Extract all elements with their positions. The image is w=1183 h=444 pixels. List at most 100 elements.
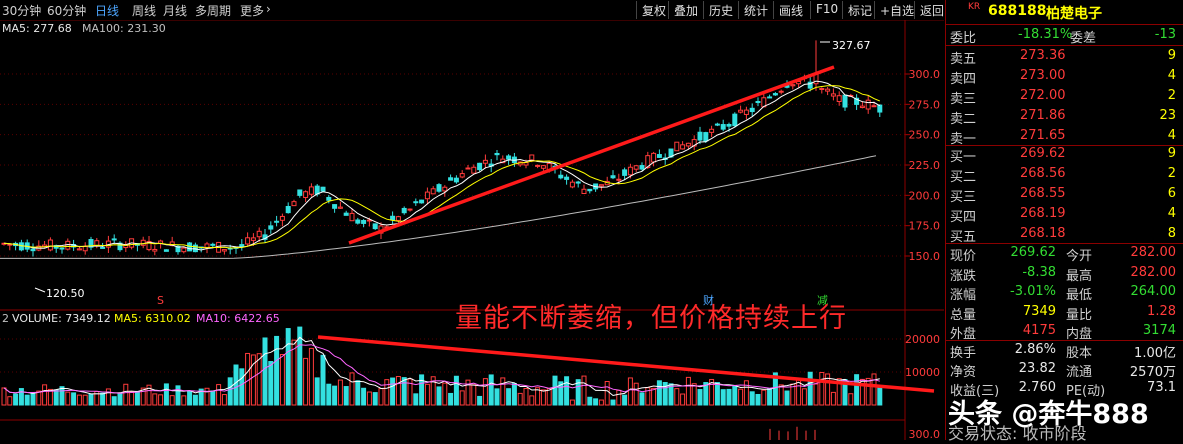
candle-body — [337, 206, 343, 209]
period-tab-5[interactable]: 多周期 — [195, 4, 232, 18]
candle-body — [720, 124, 726, 130]
volume-bar — [297, 326, 303, 406]
volume-bar — [204, 387, 210, 406]
sell-price: 273.00 — [1020, 68, 1066, 83]
volume-bar — [674, 388, 680, 406]
stat-value: 7349 — [1022, 303, 1056, 319]
candle-body — [836, 95, 842, 102]
candle-body — [627, 166, 633, 176]
toolbar-button-7[interactable]: +自选 — [874, 1, 918, 19]
period-tab-4[interactable]: 月线 — [163, 4, 188, 18]
weibi-label: 委比 — [950, 31, 977, 46]
candle-body — [419, 199, 425, 204]
period-toolbar: 30分钟 60分钟 日线 周线 月线 多周期 更多 › 复权 叠加 历史 统计 画线 F10 标记 +自选 返回 — [0, 0, 944, 21]
volume-bar — [140, 387, 146, 406]
chevron-right-icon[interactable]: › — [266, 2, 271, 16]
candle-body — [152, 248, 158, 252]
volume-bar — [134, 390, 140, 406]
volume-bar — [819, 371, 825, 406]
candle-body — [459, 173, 465, 178]
candle-body — [192, 244, 198, 253]
volume-bar — [761, 389, 767, 406]
candle-body — [30, 248, 36, 252]
stat-value: 4175 — [1022, 323, 1056, 338]
stock-header: KR 688188 柏楚电子 — [950, 2, 1182, 24]
period-tab-6[interactable]: 更多 — [240, 4, 265, 18]
toolbar-button-8[interactable]: 返回 — [914, 1, 948, 19]
candle-body — [639, 165, 645, 170]
buy-row-0: 买一 269.62 9 — [950, 145, 1182, 165]
volume-bar — [59, 386, 65, 406]
candle-body — [453, 177, 459, 183]
buy-row-1: 买二 268.56 2 — [950, 165, 1182, 185]
period-tab-3[interactable]: 周线 — [132, 4, 157, 18]
stat-label: 净资 — [950, 365, 977, 380]
volume-bar — [854, 374, 860, 406]
volume-bar — [691, 383, 697, 406]
volume-bar — [18, 388, 24, 406]
volume-bar — [848, 393, 854, 406]
volume-tick-label: 20000 — [905, 333, 940, 346]
candle-body — [175, 245, 181, 253]
sell-volume: 9 — [1167, 48, 1176, 63]
candle-body — [355, 219, 361, 224]
candle-body — [268, 225, 274, 230]
candle-body — [830, 93, 836, 97]
buy-volume: 4 — [1167, 206, 1176, 221]
candle-body — [297, 189, 303, 196]
period-tab-1[interactable]: 60分钟 — [47, 4, 87, 18]
stat-value: 2.86% — [1014, 342, 1056, 357]
candle-body — [361, 220, 367, 224]
stat-value: 282.00 — [1130, 245, 1177, 260]
volume-bar — [488, 374, 494, 406]
stat-label: 最低 — [1066, 288, 1093, 303]
candle-body — [372, 223, 378, 230]
volume-bar — [53, 389, 59, 406]
candle-body — [256, 230, 262, 238]
candle-body — [430, 188, 436, 195]
toolbar-button-6[interactable]: 标记 — [842, 1, 876, 19]
candle-body — [685, 142, 691, 147]
period-tab-0[interactable]: 30分钟 — [2, 4, 42, 18]
volume-bar — [250, 354, 256, 406]
buy-label: 买二 — [950, 170, 977, 185]
candle-body — [332, 204, 338, 209]
volume-bar — [424, 383, 430, 406]
candle-body — [772, 93, 778, 96]
toolbar-button-1[interactable]: 叠加 — [668, 1, 702, 19]
volume-bar — [430, 376, 436, 406]
volume-bar — [7, 396, 13, 406]
toolbar-button-4[interactable]: 画线 — [773, 1, 807, 19]
candle-body — [825, 88, 831, 92]
volume-bar — [88, 393, 94, 406]
volume-bar — [192, 394, 198, 406]
period-tab-2[interactable]: 日线 — [95, 4, 120, 18]
candle-body — [564, 176, 570, 180]
volume-bar — [587, 396, 593, 406]
candle-body — [749, 107, 755, 113]
volume-bar — [732, 386, 738, 406]
candle-body — [703, 132, 709, 142]
volume-bar — [175, 385, 181, 406]
volume-bar — [529, 395, 535, 406]
volume-bar — [320, 354, 326, 406]
toolbar-button-0[interactable]: 复权 — [636, 1, 670, 19]
sell-volume: 4 — [1167, 68, 1176, 83]
volume-ma10-label: MA10: 6422.65 — [196, 312, 280, 325]
volume-bar — [100, 392, 106, 406]
sell-label: 卖三 — [950, 92, 977, 107]
volume-bar — [738, 388, 744, 406]
candle-body — [76, 248, 82, 251]
volume-bar — [651, 387, 657, 406]
toolbar-button-3[interactable]: 统计 — [738, 1, 772, 19]
volume-bar — [181, 395, 187, 406]
sell-label: 卖一 — [950, 132, 977, 147]
volume-bar — [726, 388, 732, 406]
volume-bar — [274, 335, 280, 406]
toolbar-button-5[interactable]: F10 — [810, 1, 842, 19]
volume-label: VOLUME: 7349.12 — [12, 312, 111, 325]
candle-body — [691, 139, 697, 147]
candle-body — [140, 239, 146, 246]
candle-body — [308, 186, 314, 195]
toolbar-button-2[interactable]: 历史 — [703, 1, 737, 19]
